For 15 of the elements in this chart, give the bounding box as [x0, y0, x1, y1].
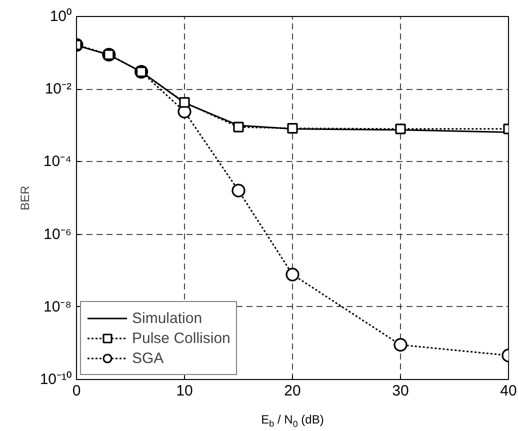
legend-label: Pulse Collision	[132, 330, 230, 346]
x-tick-label: 10	[176, 382, 193, 400]
y-tick-label: 10⁻²	[44, 80, 72, 98]
y-tick-label: 10⁻⁶	[44, 226, 72, 243]
y-tick-label: 10⁻⁸	[43, 298, 72, 316]
x-tick-label: 30	[392, 382, 409, 400]
legend-label: Simulation	[132, 310, 202, 326]
x-tick-label: 40	[500, 382, 517, 400]
y-tick-label: 10⁰	[50, 8, 72, 25]
y-axis-title: BER	[18, 185, 32, 210]
y-tick-label: 10⁻⁴	[43, 153, 72, 170]
legend-label: SGA	[132, 350, 164, 366]
y-tick-label: 10⁻¹⁰	[40, 371, 72, 388]
x-tick-label: 20	[284, 382, 301, 400]
x-tick-label: 0	[72, 382, 81, 400]
